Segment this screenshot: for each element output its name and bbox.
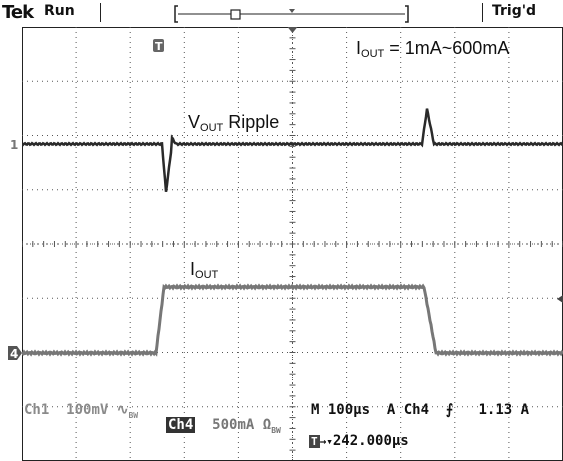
record-window-handle [230,9,241,20]
timebase-readout[interactable]: M 100µs A Ch4 ⨍ 1.13 A [311,402,530,418]
trigger-time-label: T [155,40,163,53]
divider [482,3,483,22]
trigger-position-icon [287,27,298,33]
waveform-display[interactable]: T [22,27,563,461]
ch1-ground-marker[interactable] [8,137,22,151]
brand-logo: Tek [2,2,34,23]
channel-markers: 14 [8,137,22,361]
vout-ripple-label: VOUT Ripple [188,112,280,134]
ch1-ripple-waveform [22,108,563,192]
iout-label: IOUT [190,259,219,281]
divider [100,3,101,22]
current-range-annotation: IOUT = 1mA~600mA [356,38,510,60]
record-position-bar[interactable] [0,0,563,27]
horizontal-position-readout[interactable]: T →▾242.000µs [309,433,409,449]
ch4-current-waveform [22,283,563,357]
rising-edge-icon: ⨍ [445,402,454,418]
ch4-ground-marker-label: 4 [10,347,18,361]
ch4-readout[interactable]: Ch4 500mA ΩBW [166,417,281,435]
ch1-ground-marker-label: 1 [10,138,18,152]
ac-coupling-icon: ∿ [116,402,129,418]
trigger-status: Trig'd [492,3,537,19]
ohm-icon: Ω [262,417,272,433]
run-state: Run [44,3,75,19]
trigger-level-icon [557,295,563,303]
trigger-time-icon [153,39,164,52]
ch1-readout[interactable]: Ch1 100mV ∿BW [24,402,139,420]
trigger-position-icon [289,9,295,13]
ch4-ground-marker[interactable] [8,346,22,360]
status-bar: Tek Run Trig'd [0,0,563,27]
